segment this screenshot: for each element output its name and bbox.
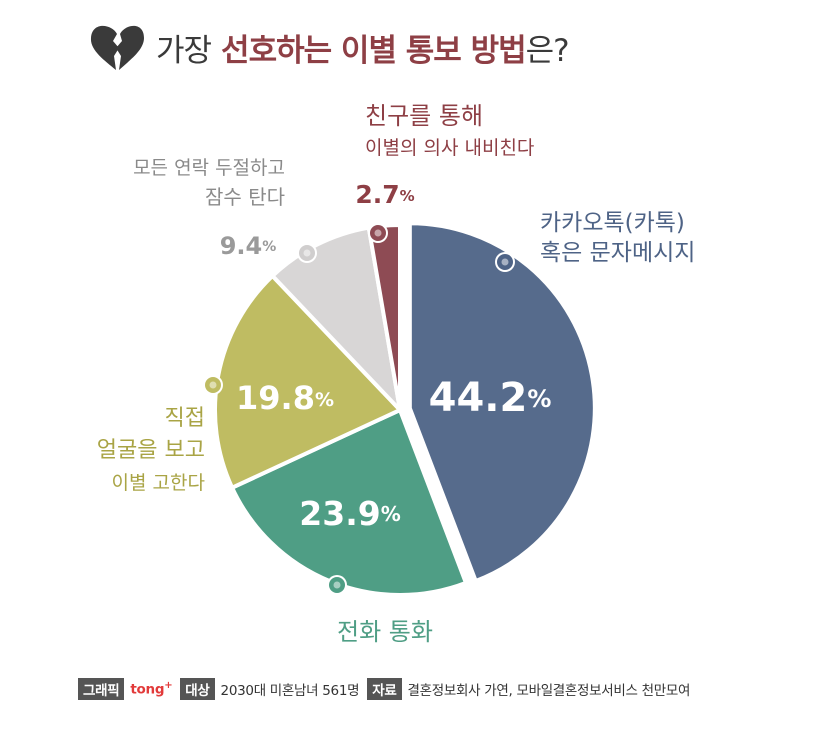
pie-slice	[407, 221, 597, 584]
slice-category-label: 카카오톡(카톡) 혹은 문자메시지	[540, 210, 695, 266]
broken-heart-icon	[90, 25, 144, 70]
slice-category-label: 친구를 통해 이별의 의사 내비친다	[365, 102, 534, 159]
callout-dot-center	[501, 258, 509, 266]
slice-category-label: 모든 연락 두절하고 잠수 탄다	[133, 157, 285, 209]
footer: 그래픽 tong+ 대상 2030대 미혼남녀 561명 자료 결혼정보회사 가…	[78, 678, 698, 700]
slice-value-label: 44.2%	[429, 375, 552, 421]
target-text: 2030대 미혼남녀 561명	[220, 683, 360, 699]
title-suffix: 은?	[525, 32, 570, 69]
target-tag: 대상	[180, 678, 215, 700]
graphic-tag: 그래픽	[78, 678, 125, 700]
source-tag: 자료	[367, 678, 402, 700]
slice-value-label: 2.7%	[355, 180, 414, 209]
callout-dot-center	[374, 229, 382, 237]
slice-value-label: 19.8%	[236, 379, 334, 417]
slice-category-label: 직접 얼굴을 보고 이별 고한다	[97, 406, 205, 494]
chart-title: 가장 선호하는 이별 통보 방법 은?	[88, 22, 570, 72]
slice-category-label: 전화 통화	[337, 618, 433, 646]
callout-dot-center	[333, 581, 341, 589]
title-prefix: 가장	[156, 32, 212, 69]
pie-slice	[269, 225, 404, 417]
slice-value-label: 23.9%	[299, 494, 400, 533]
source-text: 결혼정보회사 가연, 모바일결혼정보서비스 천만모여	[407, 683, 691, 699]
brand-logo: tong+	[130, 680, 173, 698]
title-highlight: 선호하는 이별 통보 방법	[221, 32, 527, 69]
pie-slice	[213, 273, 404, 491]
callout-dot-center	[209, 381, 217, 389]
callout-dot-center	[303, 249, 311, 257]
slice-value-label: 9.4%	[220, 232, 277, 260]
pie-chart: 44.2% 23.9% 19.8% 9.4% 2.7% 카카오톡(카톡) 혹은 문자메시지전…	[97, 102, 696, 646]
